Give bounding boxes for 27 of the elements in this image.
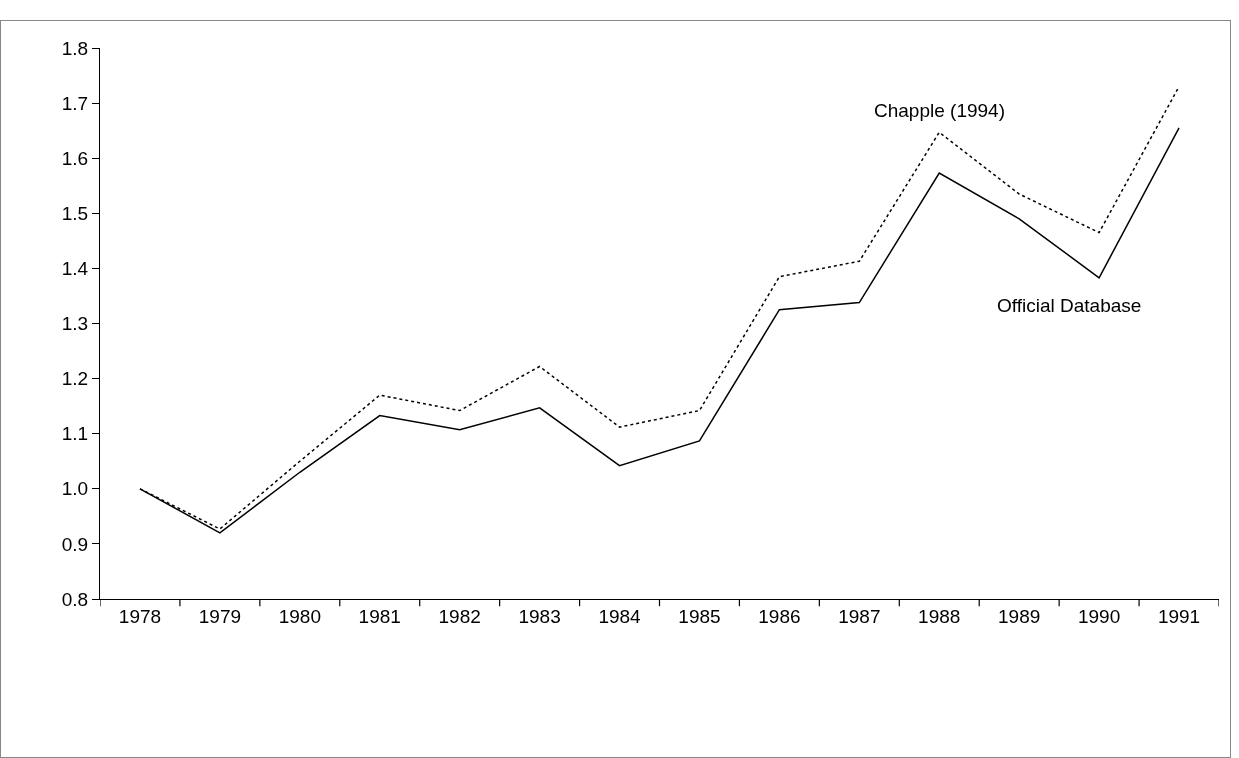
y-tick-label: 1.3	[61, 313, 89, 335]
y-tick-label: 1.8	[61, 37, 89, 59]
x-tick-label: 1986	[758, 605, 801, 627]
text: Official Database	[997, 295, 1142, 316]
y-tick-label: 1.7	[61, 92, 89, 114]
y-tick-label: 1.1	[61, 423, 89, 445]
x-tick-label: 1988	[918, 605, 961, 627]
y-tick-label: 1.4	[61, 258, 89, 280]
y-tick-label: 1.6	[61, 147, 89, 169]
x-tick-label: 1978	[118, 605, 162, 627]
x-tick-label: 1989	[998, 605, 1041, 627]
y-tick-label: 1.2	[61, 368, 89, 390]
y-tick-label: 0.9	[61, 533, 89, 555]
series-label: Chapple (1994)	[874, 100, 1005, 121]
x-tick-label: 1983	[518, 605, 561, 627]
x-tick-label: 1981	[358, 605, 401, 627]
y-tick-label: 1.5	[61, 202, 89, 224]
x-tick-label: 1991	[1157, 605, 1201, 627]
x-tick-label: 1979	[198, 605, 242, 627]
y-tick-label: 0.8	[61, 588, 89, 610]
x-tick-label: 1985	[678, 605, 721, 627]
x-tick-label: 1980	[278, 605, 321, 627]
x-tick-label: 1982	[438, 605, 481, 627]
x-tick-label: 1990	[1077, 605, 1121, 627]
x-tick-label: 1987	[838, 605, 881, 627]
x-tick-label: 1984	[598, 605, 642, 627]
y-tick-label: 1.0	[61, 478, 89, 500]
